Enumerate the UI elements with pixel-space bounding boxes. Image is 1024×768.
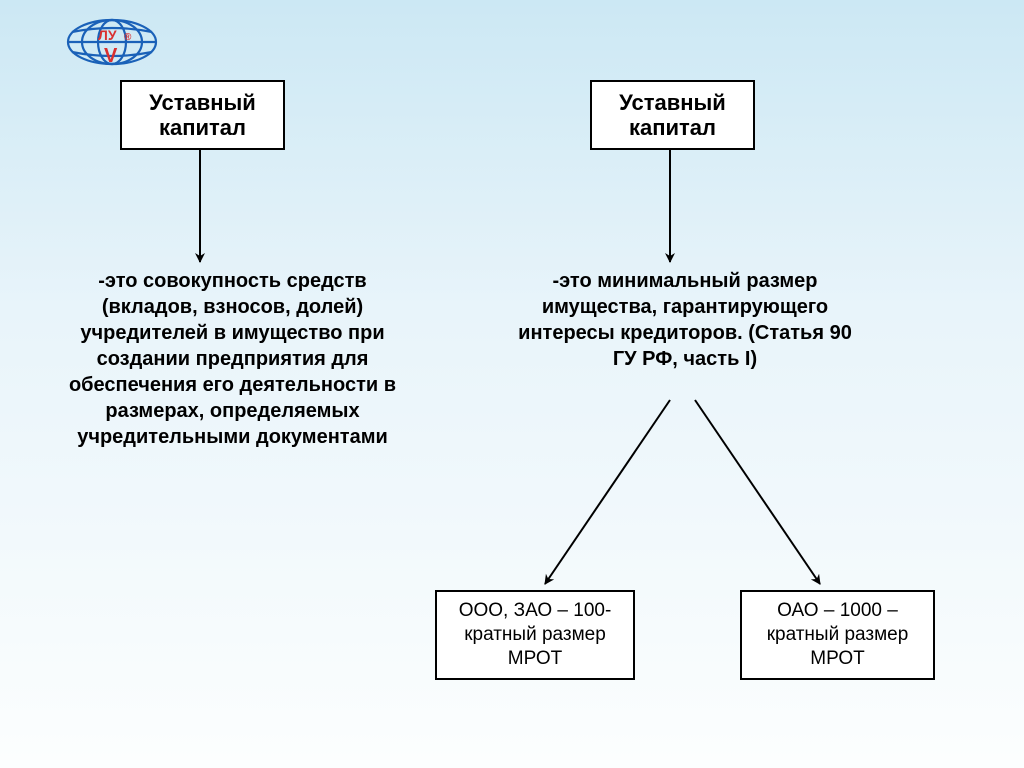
leaf-box-ooo-zao: ООО, ЗАО – 100-кратный размер МРОТ (435, 590, 635, 680)
svg-text:®: ® (124, 32, 132, 43)
logo-globe: ЛУ ® V (58, 14, 166, 79)
title-left-text: Уставный капитал (130, 90, 275, 141)
desc-right-text: -это минимальный размер имущества, гаран… (518, 270, 852, 370)
title-right-text: Уставный капитал (600, 90, 745, 141)
desc-right: -это минимальный размер имущества, гаран… (515, 268, 855, 398)
globe-icon: ЛУ ® V (58, 14, 166, 74)
desc-left-text: -это совокупность средств (вкладов, взно… (69, 270, 396, 448)
svg-text:V: V (104, 45, 118, 67)
svg-text:ЛУ: ЛУ (98, 27, 117, 43)
title-box-left: Уставный капитал (120, 80, 285, 150)
title-box-right: Уставный капитал (590, 80, 755, 150)
leaf-box-oao: ОАО – 1000 – кратный размер МРОТ (740, 590, 935, 680)
leaf-right-text: ОАО – 1000 – кратный размер МРОТ (750, 599, 925, 670)
desc-left: -это совокупность средств (вкладов, взно… (60, 268, 405, 498)
leaf-left-text: ООО, ЗАО – 100-кратный размер МРОТ (445, 599, 625, 670)
